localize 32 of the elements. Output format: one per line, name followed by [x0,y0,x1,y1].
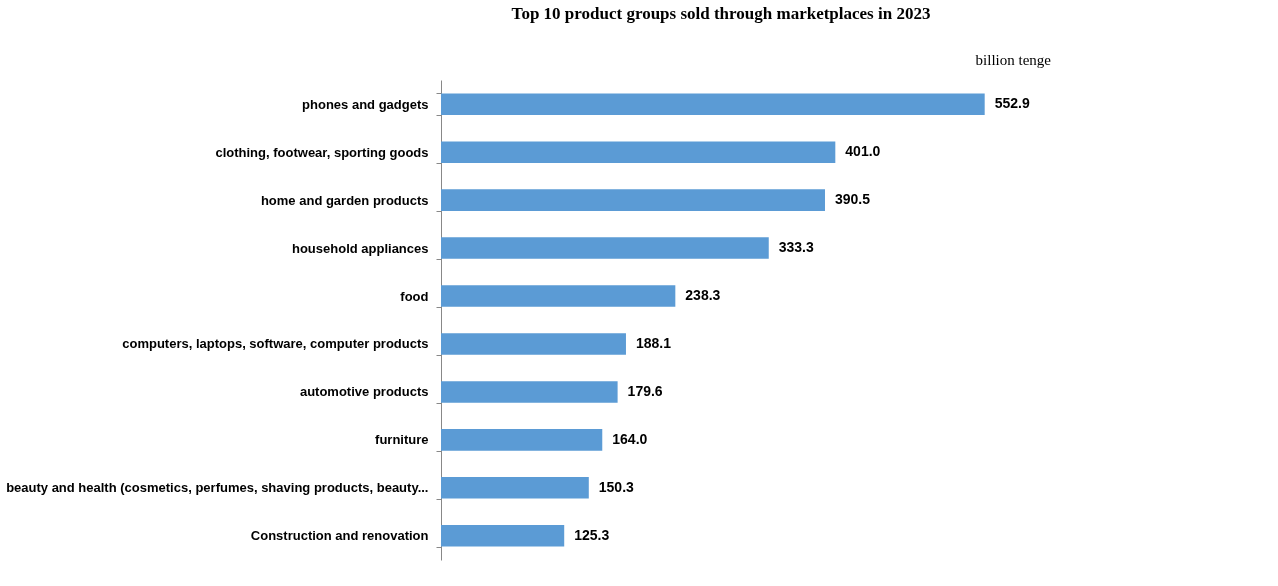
chart-title: Top 10 product groups sold through marketplaces in 2023 [511,4,931,23]
data-label: 390.5 [834,191,871,208]
y-tick-label: food [400,288,429,304]
data-label: 150.3 [598,478,635,495]
bar [441,141,836,163]
y-tick-label: furniture [375,432,429,448]
bar [441,333,626,355]
y-tick-label: computers, laptops, software, computer products [122,336,429,352]
data-label: 164.0 [612,430,648,447]
y-tick-label: household appliances [291,240,429,256]
data-label: 238.3 [685,287,721,304]
y-tick-label: Construction and renovation [250,528,429,544]
data-label: 333.3 [778,239,814,256]
bar [441,477,589,499]
bar [441,285,676,307]
bar [441,189,825,211]
y-tick-label: clothing, footwear, sporting goods [215,144,429,160]
bar [441,237,769,259]
data-label: 179.6 [627,382,663,399]
y-tick-label: beauty and health (cosmetics, perfumes, shaving products, beauty... [6,480,429,496]
data-label: 552.9 [994,95,1030,112]
y-tick-label: automotive products [299,384,429,400]
text: billion tenge [975,52,1052,68]
data-label: 401.0 [845,143,881,160]
bar [441,93,985,115]
bar [441,429,603,451]
y-tick-label: home and garden products [260,192,429,208]
y-tick-label: phones and gadgets [302,96,429,112]
data-label: 188.1 [635,334,672,351]
data-label: 125.3 [574,526,610,543]
bar [441,525,565,547]
bar [441,381,618,403]
